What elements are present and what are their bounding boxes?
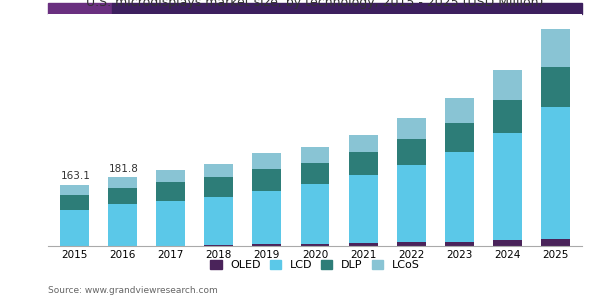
Bar [253,169,281,190]
Bar [108,188,137,204]
Bar [48,3,112,14]
Bar [445,152,474,242]
Bar [397,242,425,246]
Bar [205,164,233,177]
Bar [349,135,377,152]
Legend: OLED, LCD, DLP, LCoS: OLED, LCD, DLP, LCoS [211,260,419,270]
Bar [493,70,522,100]
Bar [397,118,425,139]
Bar [301,184,329,244]
Bar [108,177,137,188]
Bar [493,100,522,133]
Bar [205,197,233,245]
Bar [493,240,522,246]
Bar [541,107,570,239]
Bar [253,244,281,246]
Bar [493,133,522,240]
Bar [301,147,329,163]
Bar [60,210,89,246]
Bar [541,29,570,67]
Bar [445,98,474,123]
Bar [349,243,377,246]
Bar [108,204,137,246]
Bar [541,67,570,107]
Bar [445,123,474,152]
Text: 181.8: 181.8 [109,164,139,174]
Bar [253,154,281,169]
Bar [301,244,329,246]
Bar [253,190,281,244]
Text: Source: www.grandviewresearch.com: Source: www.grandviewresearch.com [48,286,218,295]
Text: 163.1: 163.1 [61,171,91,182]
Bar [60,184,89,194]
Bar [301,163,329,184]
Bar [445,242,474,246]
Bar [60,194,89,210]
Bar [349,152,377,176]
Bar [397,139,425,165]
Bar [349,176,377,243]
Bar [205,245,233,246]
Bar [156,170,185,182]
Title: U.S. microdisplays market size, by technology, 2015 - 2025 (USD Million): U.S. microdisplays market size, by techn… [86,0,544,9]
Bar [156,201,185,246]
Bar [112,3,582,14]
Bar [541,239,570,246]
Bar [205,177,233,197]
Bar [156,182,185,201]
Bar [397,165,425,242]
